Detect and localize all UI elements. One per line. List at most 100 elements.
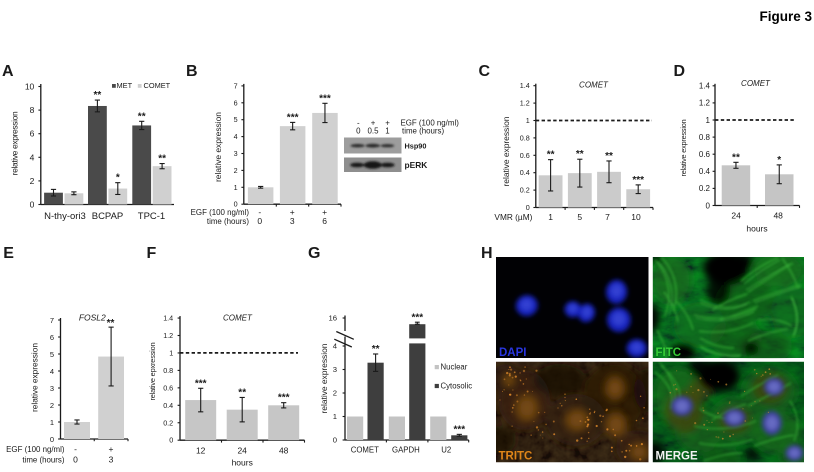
svg-text:1.4: 1.4	[699, 82, 711, 91]
svg-text:0.4: 0.4	[163, 401, 173, 410]
svg-text:0.4: 0.4	[520, 168, 530, 177]
svg-text:COMET: COMET	[223, 314, 253, 323]
svg-text:7: 7	[605, 212, 610, 222]
svg-text:0: 0	[73, 454, 78, 464]
svg-text:TPC-1: TPC-1	[138, 211, 165, 222]
svg-text:TRITC: TRITC	[499, 451, 533, 463]
svg-text:COMET: COMET	[144, 81, 171, 90]
svg-text:**: **	[107, 318, 115, 329]
svg-text:E: E	[3, 245, 14, 262]
svg-text:**: **	[94, 90, 102, 101]
svg-text:3: 3	[333, 365, 337, 374]
svg-text:Hsp90: Hsp90	[405, 142, 427, 151]
svg-text:1: 1	[385, 127, 389, 136]
svg-text:12: 12	[196, 446, 206, 456]
svg-text:**: **	[372, 344, 380, 355]
svg-text:+: +	[109, 444, 114, 454]
svg-text:+: +	[371, 119, 376, 128]
svg-text:1: 1	[333, 412, 337, 421]
svg-text:0.8: 0.8	[699, 133, 711, 142]
svg-text:0: 0	[526, 203, 530, 212]
svg-text:COMET: COMET	[351, 446, 379, 455]
svg-text:1.2: 1.2	[699, 99, 711, 108]
svg-text:COMET: COMET	[741, 79, 771, 88]
svg-text:relative expression: relative expression	[501, 116, 511, 186]
svg-text:0: 0	[50, 435, 54, 444]
svg-text:***: ***	[632, 175, 644, 186]
svg-text:5: 5	[50, 350, 54, 359]
svg-text:0.5: 0.5	[368, 127, 380, 136]
svg-text:EGF (100 ng/ml): EGF (100 ng/ml)	[401, 119, 460, 128]
svg-text:2: 2	[30, 176, 35, 186]
svg-text:MET: MET	[117, 81, 133, 90]
svg-text:relative expression: relative expression	[213, 112, 223, 182]
svg-text:*: *	[116, 173, 120, 184]
svg-text:**: **	[732, 152, 740, 163]
svg-text:5: 5	[577, 212, 582, 222]
svg-text:1: 1	[548, 212, 553, 222]
svg-text:6: 6	[234, 98, 238, 107]
svg-text:8: 8	[30, 105, 35, 115]
svg-text:4: 4	[333, 342, 338, 351]
svg-text:*: *	[777, 155, 781, 166]
svg-text:EGF (100 ng/ml): EGF (100 ng/ml)	[191, 208, 250, 217]
svg-text:24: 24	[237, 446, 247, 456]
svg-text:Cytosolic: Cytosolic	[441, 381, 473, 390]
svg-text:relative expression: relative expression	[10, 111, 20, 175]
svg-text:0.6: 0.6	[163, 383, 173, 392]
svg-text:0: 0	[333, 436, 337, 445]
svg-text:B: B	[186, 63, 198, 80]
svg-text:***: ***	[319, 93, 331, 104]
svg-text:relative expression: relative expression	[30, 343, 40, 412]
svg-text:COMET: COMET	[579, 81, 609, 90]
svg-text:relative expression: relative expression	[319, 343, 329, 413]
svg-text:C: C	[479, 63, 491, 80]
svg-text:1: 1	[50, 418, 54, 427]
svg-text:1: 1	[706, 116, 711, 125]
svg-text:relative expression: relative expression	[679, 119, 688, 176]
svg-text:***: ***	[278, 393, 290, 404]
svg-text:16: 16	[328, 314, 337, 323]
svg-text:0: 0	[169, 436, 173, 445]
svg-text:***: ***	[411, 313, 423, 324]
svg-text:EGF (100 ng/ml): EGF (100 ng/ml)	[6, 445, 65, 454]
svg-text:**: **	[238, 387, 246, 398]
svg-text:U2: U2	[441, 446, 451, 455]
svg-text:10: 10	[25, 82, 35, 92]
svg-text:***: ***	[287, 112, 299, 123]
svg-text:**: **	[605, 151, 613, 162]
svg-text:**: **	[547, 150, 555, 161]
svg-text:H: H	[481, 245, 493, 262]
svg-text:pERK: pERK	[405, 160, 428, 170]
svg-text:0: 0	[30, 200, 35, 210]
svg-text:1.2: 1.2	[163, 331, 173, 340]
svg-text:2: 2	[50, 401, 54, 410]
svg-text:4: 4	[30, 152, 35, 162]
svg-text:1: 1	[234, 183, 238, 192]
svg-text:Figure 3: Figure 3	[760, 9, 813, 24]
svg-text:0: 0	[356, 127, 361, 136]
svg-text:0.6: 0.6	[520, 151, 530, 160]
svg-text:48: 48	[279, 446, 289, 456]
svg-text:+: +	[385, 119, 390, 128]
svg-text:7: 7	[234, 81, 238, 90]
svg-text:4: 4	[50, 367, 54, 376]
svg-text:0: 0	[257, 216, 262, 226]
svg-text:1.4: 1.4	[520, 81, 530, 90]
svg-text:2: 2	[333, 389, 337, 398]
svg-text:1.2: 1.2	[520, 99, 530, 108]
svg-text:BCPAP: BCPAP	[92, 211, 124, 222]
svg-text:time (hours): time (hours)	[22, 455, 64, 464]
svg-text:0.4: 0.4	[699, 167, 711, 176]
svg-text:24: 24	[731, 211, 741, 221]
svg-text:4: 4	[234, 132, 238, 141]
svg-text:0.2: 0.2	[163, 418, 173, 427]
svg-text:DAPI: DAPI	[499, 347, 526, 359]
svg-text:**: **	[158, 154, 166, 165]
svg-text:3: 3	[50, 384, 54, 393]
svg-text:Nuclear: Nuclear	[441, 362, 468, 371]
svg-text:0.8: 0.8	[163, 366, 173, 375]
svg-text:N-thy-ori3: N-thy-ori3	[44, 211, 86, 222]
svg-text:0.8: 0.8	[520, 133, 530, 142]
svg-text:**: **	[576, 149, 584, 160]
